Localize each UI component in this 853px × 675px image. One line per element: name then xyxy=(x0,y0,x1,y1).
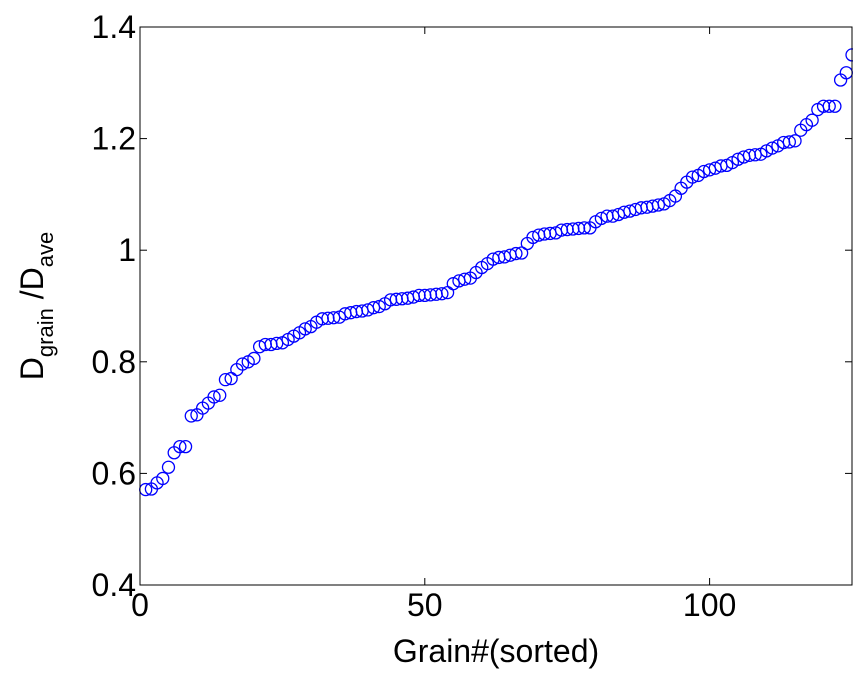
data-point xyxy=(805,113,819,127)
data-point xyxy=(748,148,762,162)
y-tick-label: 1 xyxy=(118,232,136,268)
data-points xyxy=(139,48,853,497)
data-point xyxy=(178,439,193,454)
y-tick-label: 0.4 xyxy=(92,567,136,603)
data-point xyxy=(651,198,665,212)
data-point xyxy=(458,272,472,286)
y-tick-label: 0.8 xyxy=(92,344,136,380)
data-point xyxy=(327,311,341,325)
y-tick-label: 0.6 xyxy=(92,455,136,491)
data-point xyxy=(173,439,187,454)
data-point xyxy=(702,163,717,177)
data-point xyxy=(685,170,700,184)
y-axis-title: Dgrain /Dave xyxy=(14,232,58,380)
data-point xyxy=(822,99,836,113)
x-tick-label: 100 xyxy=(683,587,736,623)
data-point xyxy=(782,135,796,149)
y-axis-title-subscript: grain xyxy=(33,308,58,357)
y-axis-title-part: /D xyxy=(14,267,50,308)
data-point xyxy=(788,134,802,148)
x-tick-label: 0 xyxy=(131,587,149,623)
data-point xyxy=(247,351,261,366)
y-tick-label: 1.4 xyxy=(92,9,136,45)
data-point xyxy=(514,246,529,260)
data-point xyxy=(731,152,745,166)
data-point xyxy=(235,357,250,371)
y-axis-title-part: D xyxy=(14,357,50,380)
x-axis-title: Grain#(sorted) xyxy=(393,633,599,669)
data-point xyxy=(207,390,221,404)
data-point xyxy=(577,221,591,235)
data-point xyxy=(366,301,381,315)
x-tick-label: 50 xyxy=(407,587,443,623)
data-point xyxy=(765,141,779,155)
data-point xyxy=(298,322,312,336)
plot-area-frame xyxy=(139,26,853,586)
y-tick-labels: 0.4 0.6 0.8 1 1.2 1.4 xyxy=(92,9,136,603)
y-axis-title-subscript: ave xyxy=(33,232,58,267)
data-point xyxy=(828,99,842,113)
x-tick-labels: 0 50 100 xyxy=(131,587,736,623)
data-point xyxy=(435,287,449,301)
data-point xyxy=(156,471,170,486)
data-point xyxy=(606,209,620,223)
data-point xyxy=(161,460,176,474)
data-point xyxy=(270,336,284,351)
y-tick-label: 1.2 xyxy=(92,121,136,157)
data-point xyxy=(509,246,523,261)
data-point xyxy=(213,388,227,402)
axis-ticks xyxy=(139,26,852,586)
data-point xyxy=(218,373,233,387)
data-point xyxy=(184,409,198,423)
